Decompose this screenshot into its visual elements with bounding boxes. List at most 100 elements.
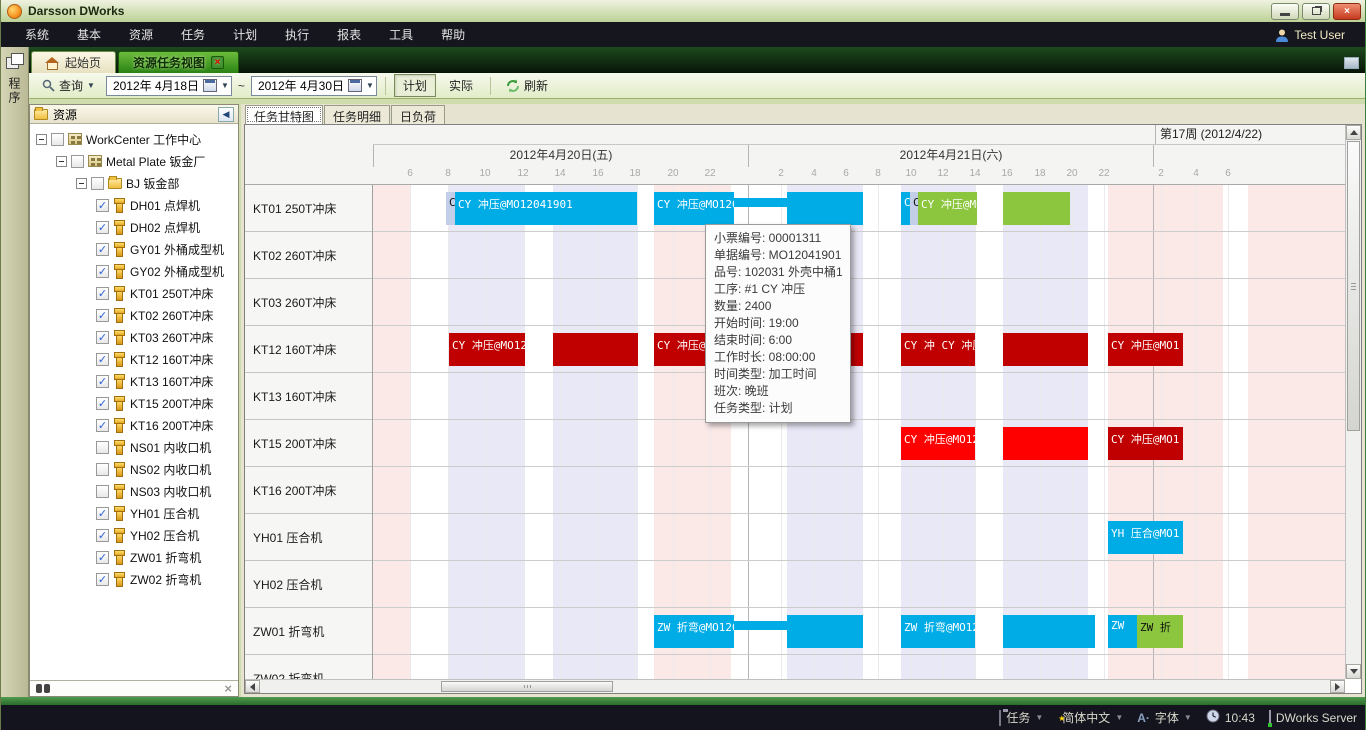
task-bar[interactable] — [734, 621, 787, 630]
menu-item-4[interactable]: 计划 — [233, 28, 258, 42]
task-bar[interactable]: CY 冲压@MO1 — [1108, 427, 1183, 460]
task-bar[interactable]: C — [901, 192, 910, 225]
tree-item[interactable]: ✓ YH02 压合机 — [30, 524, 238, 546]
horizontal-scrollbar[interactable] — [245, 679, 1345, 693]
panel-collapse-button[interactable]: ◀ — [218, 106, 234, 122]
tree-item[interactable]: ✓ ZW02 折弯机 — [30, 568, 238, 590]
actual-toggle-button[interactable]: 实际 — [448, 79, 473, 93]
task-bar[interactable]: CY 冲压@MO12041904 — [449, 333, 525, 366]
windows-list-icon[interactable] — [1344, 57, 1359, 69]
tree-item[interactable]: ✓ KT15 200T冲床 — [30, 392, 238, 414]
tree-checkbox[interactable] — [96, 462, 109, 476]
tree-checkbox[interactable]: ✓ — [96, 572, 109, 586]
tree-item[interactable]: NS01 内收口机 — [30, 436, 238, 458]
task-bar[interactable] — [1003, 333, 1088, 366]
task-bar[interactable]: CY 冲压@MO12041901 — [455, 192, 637, 225]
vertical-scroll-thumb[interactable] — [1347, 141, 1360, 431]
task-bar[interactable] — [787, 192, 863, 225]
menu-item-3[interactable]: 任务 — [181, 28, 206, 42]
task-bar[interactable]: C — [910, 192, 918, 225]
tree-checkbox[interactable]: ✓ — [96, 352, 109, 366]
scroll-down-icon[interactable] — [1346, 664, 1361, 679]
menu-item-2[interactable]: 资源 — [129, 28, 154, 42]
status-item-2[interactable]: A· 字体 ▼ — [1137, 709, 1192, 726]
horizontal-scroll-thumb[interactable] — [441, 681, 613, 692]
task-bar[interactable] — [734, 198, 787, 207]
tree-item[interactable]: ✓ GY01 外桶成型机 — [30, 238, 238, 260]
task-bar[interactable]: YH 压合@MO1 — [1108, 521, 1183, 554]
tree-checkbox[interactable]: ✓ — [96, 220, 109, 234]
task-bar[interactable]: CY 冲 CY 冲压@MO12041904 — [901, 333, 975, 366]
date-from-dropdown-icon[interactable]: ▼ — [221, 81, 229, 90]
view-tab-1[interactable]: 任务明细 — [324, 105, 391, 124]
status-item-3[interactable]: 10:43 — [1206, 709, 1255, 726]
scroll-up-icon[interactable] — [1346, 125, 1361, 140]
tree-checkbox[interactable]: ✓ — [96, 550, 109, 564]
query-button[interactable]: 查询 ▼ — [35, 74, 102, 97]
menu-item-6[interactable]: 报表 — [337, 28, 362, 42]
task-bar[interactable] — [553, 333, 638, 366]
tree-checkbox[interactable]: ✓ — [96, 198, 109, 212]
tree-item[interactable]: ✓ GY02 外桶成型机 — [30, 260, 238, 282]
date-to-dropdown-icon[interactable]: ▼ — [366, 81, 374, 90]
tree-item[interactable]: ✓ DH02 点焊机 — [30, 216, 238, 238]
tree-checkbox[interactable]: ✓ — [96, 418, 109, 432]
tab-close-icon[interactable]: × — [211, 56, 225, 69]
tree-checkbox[interactable]: ✓ — [96, 242, 109, 256]
tree-item[interactable]: NS03 内收口机 — [30, 480, 238, 502]
close-button[interactable]: × — [1333, 2, 1361, 20]
tree-item[interactable]: ✓ KT01 250T冲床 — [30, 282, 238, 304]
task-bar[interactable]: CY 冲压@MO12041902 — [918, 192, 977, 225]
calendar-icon[interactable] — [203, 79, 217, 92]
tree-checkbox[interactable] — [96, 440, 109, 454]
task-bar[interactable]: C — [446, 192, 455, 225]
tab-resource-task-view[interactable]: 资源任务视图 × — [118, 51, 240, 73]
restore-button[interactable] — [1302, 2, 1330, 20]
task-bar[interactable] — [787, 615, 863, 648]
tree-item[interactable]: ✓ KT02 260T冲床 — [30, 304, 238, 326]
date-to-input[interactable]: 2012年 4月30日 ▼ — [250, 75, 377, 96]
menu-item-5[interactable]: 执行 — [285, 28, 310, 42]
menu-item-0[interactable]: 系统 — [25, 28, 50, 42]
tree-item[interactable]: ✓ ZW01 折弯机 — [30, 546, 238, 568]
task-bar[interactable]: ZW — [1108, 615, 1137, 648]
tree-item[interactable]: ✓ DH01 点焊机 — [30, 194, 238, 216]
plan-toggle-button[interactable]: 计划 — [393, 74, 436, 97]
tree-item[interactable]: NS02 内收口机 — [30, 458, 238, 480]
tree-checkbox[interactable]: ✓ — [96, 396, 109, 410]
tree-item[interactable]: Metal Plate 钣金厂 — [30, 150, 238, 172]
tree-item[interactable]: ✓ KT12 160T冲床 — [30, 348, 238, 370]
tree-checkbox[interactable]: ✓ — [96, 528, 109, 542]
tree-item[interactable]: ✓ KT13 160T冲床 — [30, 370, 238, 392]
task-bar[interactable]: CY 冲压@MO1 — [1108, 333, 1183, 366]
task-bar[interactable] — [1003, 427, 1088, 460]
task-bar[interactable]: ZW 折弯@MO12041901 — [654, 615, 734, 648]
tree-checkbox[interactable]: ✓ — [96, 374, 109, 388]
tree-checkbox[interactable] — [91, 176, 104, 190]
tree-checkbox[interactable] — [51, 132, 64, 146]
clear-filter-icon[interactable]: × — [224, 681, 232, 696]
scroll-right-icon[interactable] — [1330, 680, 1345, 693]
menu-item-1[interactable]: 基本 — [77, 28, 102, 42]
tree-item[interactable]: WorkCenter 工作中心 — [30, 128, 238, 150]
collapse-expander-icon[interactable] — [76, 177, 87, 189]
view-tab-2[interactable]: 日负荷 — [391, 105, 446, 124]
cascade-windows-icon[interactable] — [5, 53, 24, 69]
tree-checkbox[interactable]: ✓ — [96, 264, 109, 278]
tree-item[interactable]: ✓ KT03 260T冲床 — [30, 326, 238, 348]
tab-home[interactable]: 起始页 — [31, 51, 117, 73]
tree-item[interactable]: ✓ YH01 压合机 — [30, 502, 238, 524]
refresh-button[interactable]: 刷新 — [499, 74, 555, 97]
find-icon[interactable] — [36, 683, 51, 694]
collapse-expander-icon[interactable] — [56, 155, 67, 167]
tree-checkbox[interactable]: ✓ — [96, 330, 109, 344]
task-bar[interactable]: CY 冲压@MO12041901 — [654, 192, 734, 225]
task-bar[interactable]: ZW 折 — [1137, 615, 1183, 648]
view-tab-0[interactable]: 任务甘特图 — [245, 105, 324, 124]
task-bar[interactable]: ZW 折弯@MO12041901 — [901, 615, 975, 648]
minimize-button[interactable] — [1271, 2, 1299, 20]
collapse-expander-icon[interactable] — [36, 133, 47, 145]
tree-checkbox[interactable] — [71, 154, 84, 168]
tree-checkbox[interactable]: ✓ — [96, 506, 109, 520]
tree-item[interactable]: ✓ KT16 200T冲床 — [30, 414, 238, 436]
